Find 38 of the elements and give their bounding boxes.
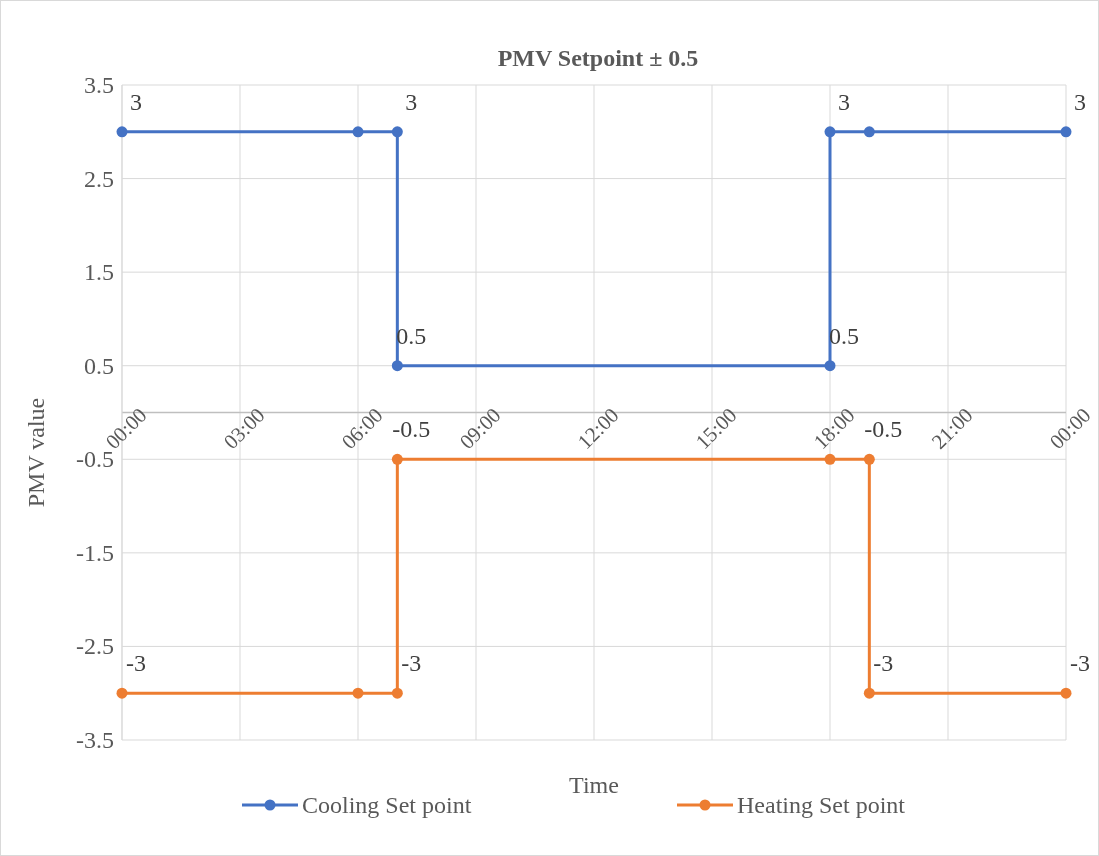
data-label: 3 [405,88,418,115]
point [824,360,836,372]
point [116,126,128,138]
y-tick-label: -2.5 [76,633,114,660]
y-tick-label: 2.5 [84,165,114,192]
point [863,687,875,699]
point [391,453,403,465]
data-label: -0.5 [864,416,903,443]
y-tick-label: -3.5 [76,727,114,753]
data-label: 3 [1074,88,1086,115]
point [1060,687,1072,699]
legend-label: Heating Set point [737,792,906,818]
y-tick-label: 1.5 [84,259,114,286]
point [391,360,403,372]
point [352,126,364,138]
y-tick-label: 3.5 [84,72,114,98]
point [352,687,364,699]
point [1060,126,1072,138]
legend-label: Cooling Set point [302,792,472,818]
point [863,126,875,138]
point [391,687,403,699]
point [824,126,836,138]
chart-title: PMV Setpoint ± 0.5 [497,45,699,71]
data-label: 3 [838,88,850,115]
data-label: -3 [873,650,894,677]
y-tick-label: -1.5 [76,539,114,566]
data-label: -3 [126,650,146,677]
data-label: -3 [401,650,422,677]
y-axis-title: PMV value [23,397,49,508]
point [391,126,403,138]
data-label: -0.5 [392,416,431,443]
point [116,687,128,699]
x-axis-title: Time [569,772,619,798]
y-tick-label: 0.5 [84,352,114,379]
data-label: -3 [1070,650,1090,677]
point [824,453,836,465]
data-label: 3 [130,88,142,115]
point [863,453,875,465]
